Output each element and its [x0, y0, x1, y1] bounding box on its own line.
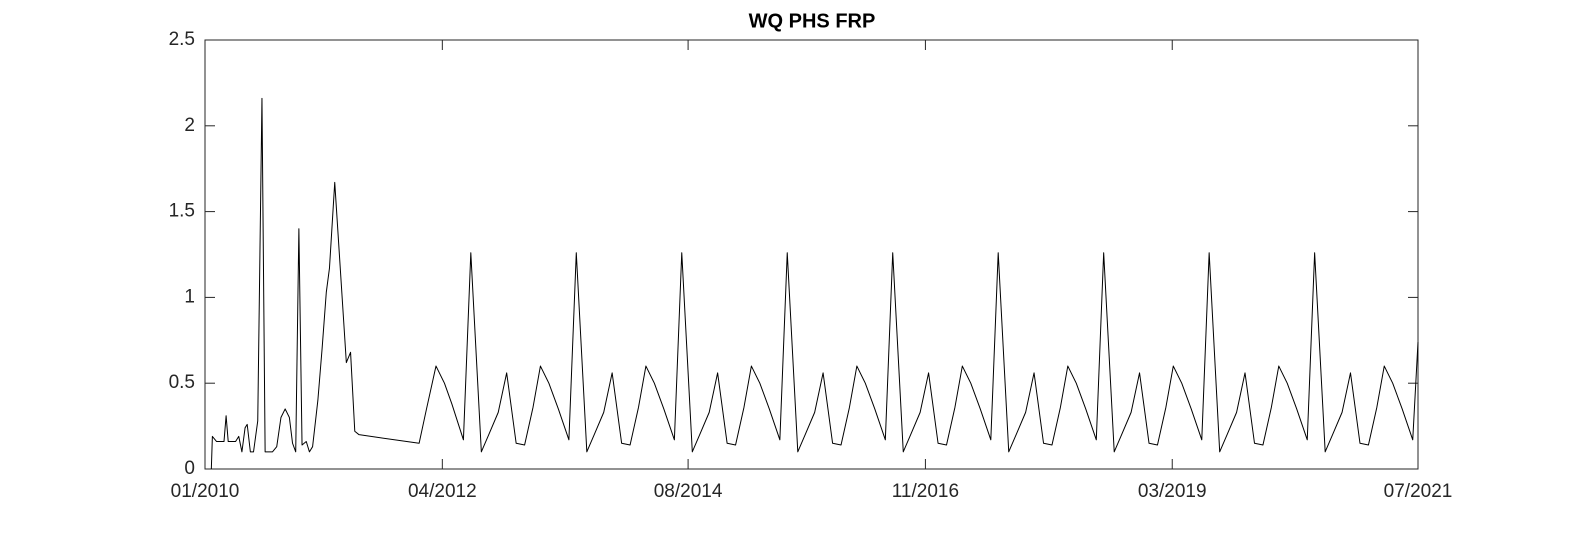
y-tick-label: 2 — [184, 115, 195, 136]
x-tick-label: 11/2016 — [892, 481, 959, 502]
axes-box — [204, 39, 1419, 470]
x-tick-label: 01/2010 — [171, 481, 240, 502]
x-tick-label: 07/2021 — [1384, 481, 1453, 502]
x-tick-label: 04/2012 — [408, 481, 477, 502]
x-tick-label: 03/2019 — [1138, 481, 1207, 502]
y-tick-label: 0.5 — [169, 372, 195, 393]
y-tick-label: 0 — [184, 458, 195, 479]
x-tick-label: 08/2014 — [654, 481, 723, 502]
y-tick-label: 2.5 — [169, 29, 195, 50]
y-tick-label: 1 — [184, 286, 195, 307]
data-line — [210, 97, 1419, 470]
chart-title: WQ PHS FRP — [749, 10, 876, 32]
y-tick-label: 1.5 — [169, 201, 195, 222]
